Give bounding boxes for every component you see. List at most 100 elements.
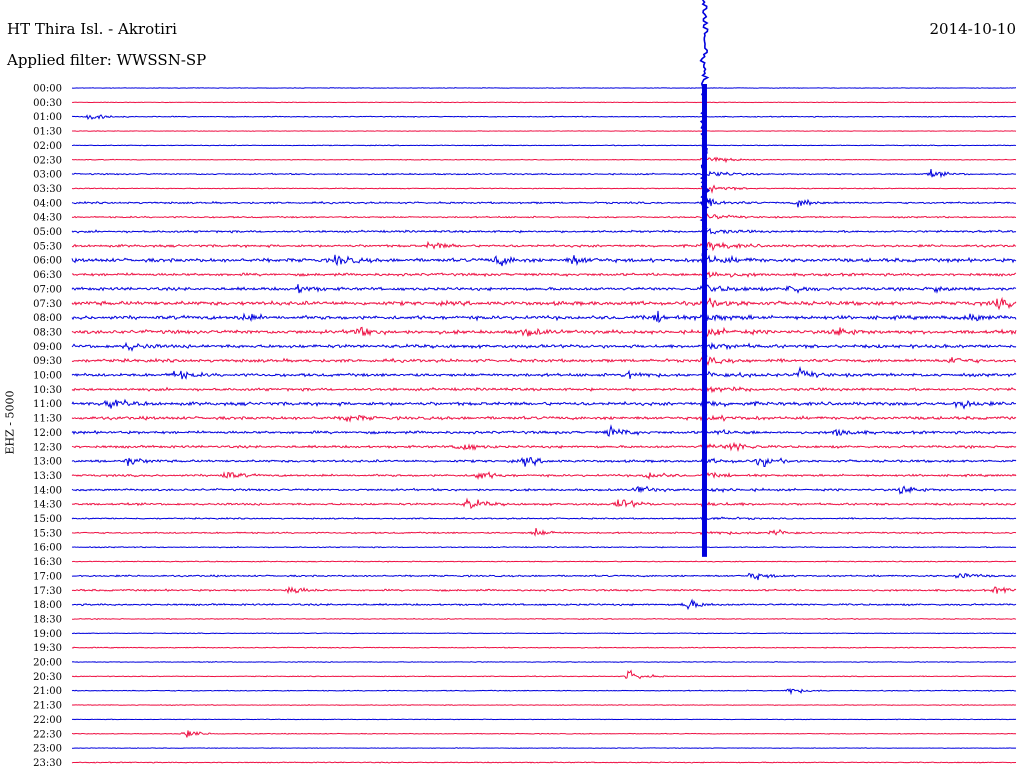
- trace-0030: [71, 101, 1017, 104]
- row-label-1330: 13:30: [33, 471, 62, 482]
- trace-1700: [71, 572, 1017, 581]
- row-label-0730: 07:30: [33, 299, 62, 310]
- trace-1800: [71, 598, 1017, 611]
- trace-2130: [71, 704, 1017, 707]
- row-label-0830: 08:30: [33, 327, 62, 338]
- row-label-2300: 23:00: [33, 744, 62, 755]
- row-label-0630: 06:30: [33, 270, 62, 281]
- trace-1600: [71, 545, 1017, 549]
- row-label-1800: 18:00: [33, 600, 62, 611]
- row-label-1000: 10:00: [33, 371, 62, 382]
- trace-1300: [71, 456, 1017, 467]
- row-label-1730: 17:30: [33, 586, 62, 597]
- row-label-0430: 04:30: [33, 213, 62, 224]
- row-label-1630: 16:30: [33, 557, 62, 568]
- row-label-0900: 09:00: [33, 342, 62, 353]
- trace-0900: [71, 341, 1017, 352]
- trace-2300: [71, 747, 1017, 749]
- trace-1430: [71, 497, 1017, 510]
- trace-0230: [72, 156, 1017, 164]
- trace-1400: [71, 485, 1017, 495]
- trace-0100: [71, 114, 1017, 121]
- row-label-2000: 20:00: [33, 658, 62, 669]
- trace-1930: [71, 646, 1017, 649]
- station-title: HT Thira Isl. - Akrotiri: [7, 20, 177, 38]
- row-label-0030: 00:30: [33, 98, 62, 109]
- trace-0000: [71, 87, 1017, 89]
- trace-0130: [71, 130, 1017, 132]
- row-label-0100: 01:00: [33, 112, 62, 123]
- row-label-0230: 02:30: [33, 155, 62, 166]
- row-label-2200: 22:00: [33, 715, 62, 726]
- filter-label: Applied filter: WWSSN-SP: [7, 51, 207, 69]
- trace-1500: [71, 515, 1017, 521]
- trace-1030: [71, 384, 1017, 394]
- row-label-0330: 03:30: [33, 184, 62, 195]
- row-label-1500: 15:00: [33, 514, 62, 525]
- row-label-0800: 08:00: [33, 313, 62, 324]
- trace-0600: [71, 254, 1017, 267]
- row-label-2230: 22:30: [33, 729, 62, 740]
- trace-1330: [71, 471, 1017, 481]
- row-label-0000: 00:00: [33, 84, 62, 95]
- row-label-2330: 23:30: [33, 758, 62, 769]
- row-label-0500: 05:00: [33, 227, 62, 238]
- record-date: 2014-10-10: [929, 20, 1016, 38]
- row-label-0400: 04:00: [33, 198, 62, 209]
- row-label-1530: 15:30: [33, 528, 62, 539]
- trace-1000: [71, 365, 1017, 380]
- trace-1530: [71, 527, 1017, 537]
- trace-1200: [71, 424, 1017, 437]
- trace-0200: [71, 144, 1017, 147]
- trace-1130: [71, 414, 1017, 423]
- trace-0300: [71, 168, 1016, 179]
- row-label-1900: 19:00: [33, 629, 62, 640]
- trace-0800: [71, 310, 1017, 324]
- trace-2000: [71, 660, 1017, 663]
- trace-0430: [71, 212, 1017, 222]
- row-label-0130: 01:30: [33, 127, 62, 138]
- row-label-1300: 13:00: [33, 457, 62, 468]
- trace-0730: [71, 296, 1017, 311]
- row-label-0300: 03:00: [33, 170, 62, 181]
- row-label-1830: 18:30: [33, 614, 62, 625]
- main-earthquake-burst: [699, 0, 711, 557]
- main-earthquake-core: [701, 84, 707, 557]
- row-label-1930: 19:30: [33, 643, 62, 654]
- trace-0830: [71, 326, 1017, 338]
- trace-1100: [71, 398, 1017, 410]
- row-label-1030: 10:30: [33, 385, 62, 396]
- trace-2330: [71, 761, 1017, 764]
- row-label-1700: 17:00: [33, 571, 62, 582]
- trace-1230: [71, 441, 1017, 452]
- row-label-0530: 05:30: [33, 241, 62, 252]
- trace-1730: [71, 585, 1017, 595]
- trace-2100: [71, 687, 1017, 696]
- row-label-0600: 06:00: [33, 256, 62, 267]
- trace-0530: [71, 240, 1017, 252]
- row-label-1400: 14:00: [33, 485, 62, 496]
- row-label-1130: 11:30: [33, 414, 62, 425]
- trace-1630: [71, 560, 1017, 563]
- row-label-1600: 16:00: [33, 543, 62, 554]
- trace-0630: [71, 271, 1017, 278]
- row-label-0200: 02:00: [33, 141, 62, 152]
- trace-2030: [71, 669, 1017, 680]
- row-label-1430: 14:30: [33, 500, 62, 511]
- trace-2200: [71, 718, 1017, 721]
- trace-0700: [71, 284, 1017, 294]
- row-label-1100: 11:00: [33, 399, 62, 410]
- row-label-2130: 21:30: [33, 701, 62, 712]
- trace-0330: [71, 182, 1017, 194]
- trace-0500: [71, 227, 1017, 236]
- trace-0930: [71, 356, 1017, 366]
- trace-0400: [71, 196, 1017, 208]
- trace-1900: [71, 632, 1017, 635]
- row-label-0930: 09:30: [33, 356, 62, 367]
- row-label-2100: 21:00: [33, 686, 62, 697]
- row-label-0700: 07:00: [33, 284, 62, 295]
- row-label-2030: 20:30: [33, 672, 62, 683]
- trace-1830: [71, 617, 1017, 621]
- trace-2230: [71, 730, 1017, 738]
